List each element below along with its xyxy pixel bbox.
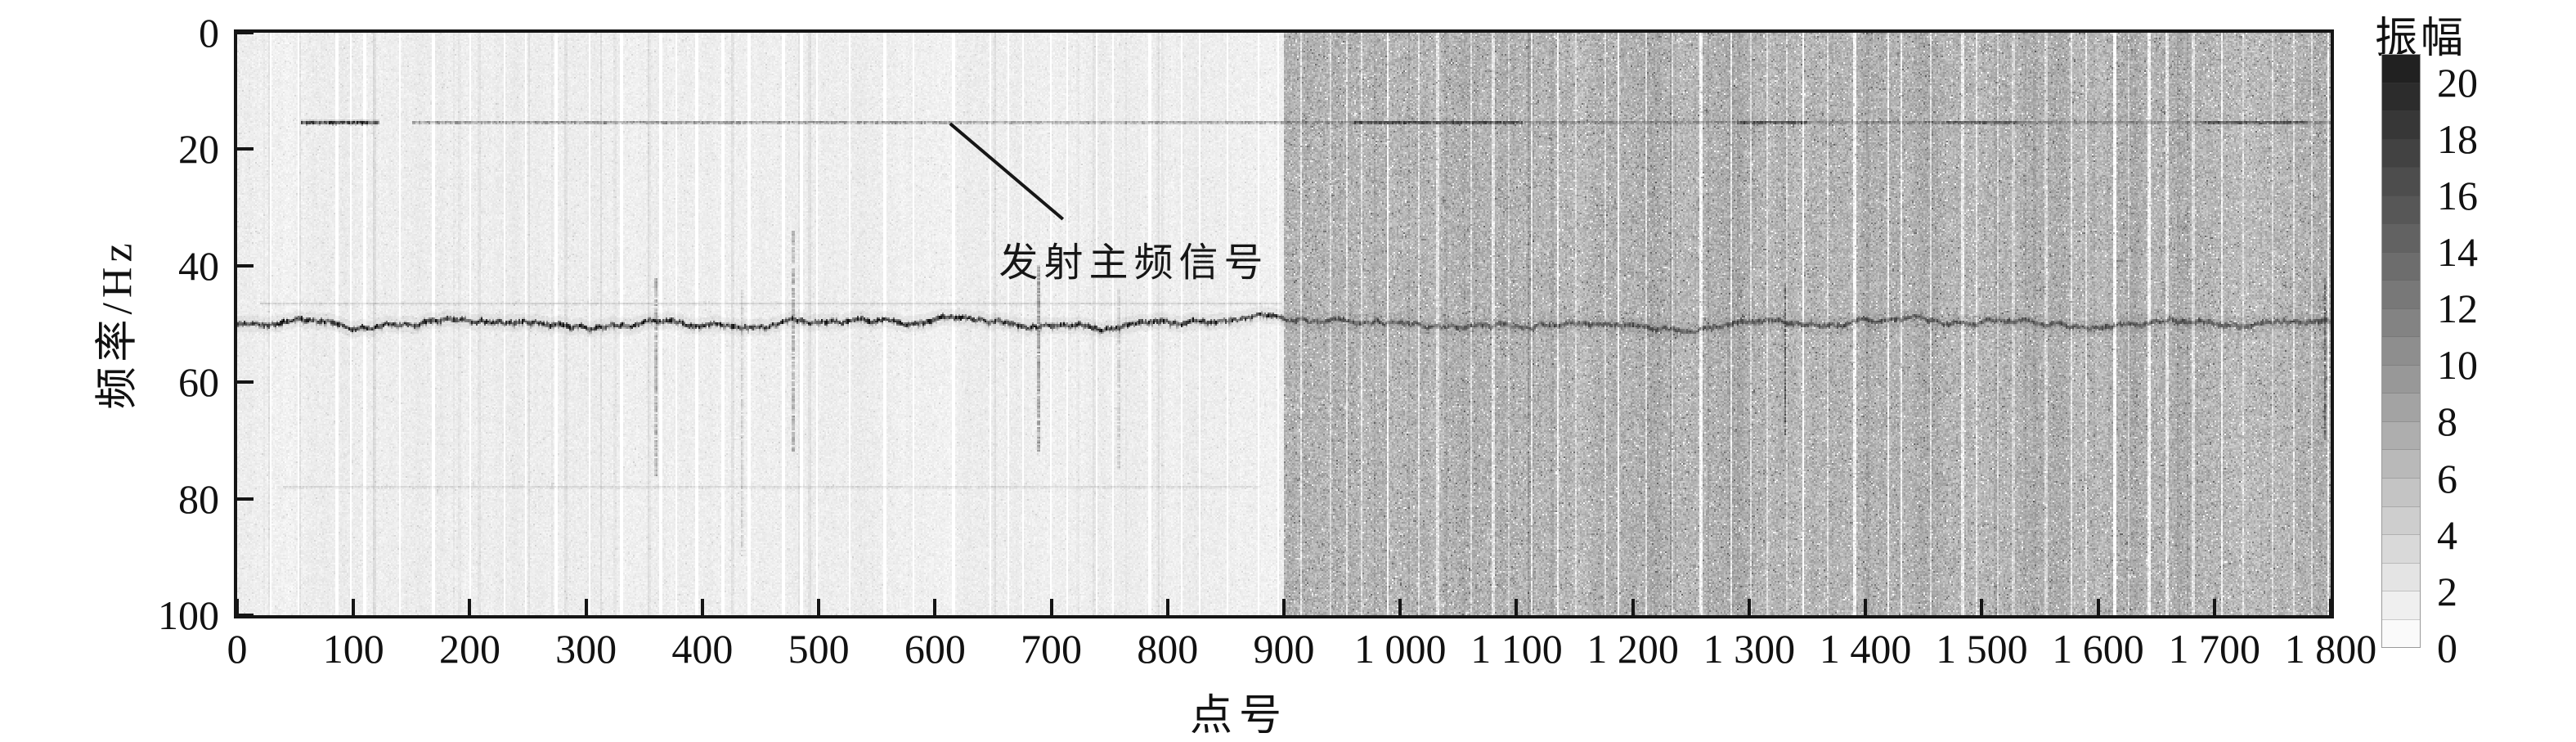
colorbar-tick-label-18: 18 (2437, 115, 2478, 162)
x-tick-label-300: 300 (555, 626, 617, 672)
colorbar-segment (2382, 477, 2420, 506)
colorbar-tick-label-16: 16 (2437, 172, 2478, 218)
x-tick-label-500: 500 (788, 626, 850, 672)
x-tick-mark-300 (584, 599, 588, 615)
x-tick-label-1300: 1 300 (1703, 626, 1796, 672)
x-tick-mark-0 (236, 599, 239, 615)
colorbar-tick-label-14: 14 (2437, 229, 2478, 275)
x-tick-label-0: 0 (227, 626, 248, 672)
x-tick-label-900: 900 (1253, 626, 1315, 672)
annotation-label: 发射主频信号 (999, 241, 1269, 285)
y-tick-mark-0 (237, 31, 254, 34)
y-tick-mark-20 (237, 147, 254, 151)
x-tick-mark-1100 (1515, 599, 1519, 615)
x-tick-mark-700 (1049, 599, 1053, 615)
x-tick-label-100: 100 (322, 626, 384, 672)
colorbar (2381, 54, 2421, 648)
x-tick-label-1600: 1 600 (2052, 626, 2144, 672)
x-tick-mark-1500 (1980, 599, 1984, 615)
colorbar-segment (2382, 82, 2420, 111)
colorbar-segment (2382, 308, 2420, 337)
colorbar-tick-label-2: 2 (2437, 568, 2457, 614)
colorbar-tick-label-4: 4 (2437, 511, 2457, 558)
x-tick-mark-900 (1282, 599, 1286, 615)
colorbar-title: 振幅 (2374, 16, 2466, 62)
x-tick-label-600: 600 (904, 626, 966, 672)
x-axis-title: 点号 (1190, 693, 1289, 740)
colorbar-tick-label-0: 0 (2437, 625, 2457, 671)
colorbar-tick-label-12: 12 (2437, 286, 2478, 332)
x-tick-label-1400: 1 400 (1819, 626, 1912, 672)
x-tick-label-1800: 1 800 (2284, 626, 2377, 672)
y-tick-label-0: 0 (199, 10, 219, 56)
colorbar-segment (2382, 138, 2420, 168)
y-tick-label-60: 60 (178, 359, 219, 406)
colorbar-segment (2382, 55, 2420, 83)
x-tick-mark-1300 (1747, 599, 1751, 615)
y-tick-label-100: 100 (158, 592, 219, 638)
x-tick-mark-100 (352, 599, 356, 615)
colorbar-segment (2382, 393, 2420, 421)
y-tick-mark-100 (237, 614, 254, 617)
x-tick-mark-500 (817, 599, 821, 615)
x-tick-label-700: 700 (1021, 626, 1083, 672)
x-tick-label-200: 200 (438, 626, 500, 672)
x-tick-mark-1400 (1864, 599, 1868, 615)
x-tick-label-1100: 1 100 (1470, 626, 1563, 672)
colorbar-segment (2382, 251, 2420, 281)
colorbar-tick-label-20: 20 (2437, 59, 2478, 106)
colorbar-segment (2382, 449, 2420, 478)
x-tick-label-1000: 1 000 (1353, 626, 1447, 672)
y-tick-label-40: 40 (178, 242, 219, 289)
x-tick-label-400: 400 (671, 626, 734, 672)
x-tick-label-1700: 1 700 (2168, 626, 2261, 672)
y-tick-label-20: 20 (178, 126, 219, 173)
x-tick-mark-1800 (2329, 599, 2332, 615)
colorbar-segment (2382, 336, 2420, 365)
colorbar-segment (2382, 110, 2420, 139)
colorbar-tick-label-6: 6 (2437, 455, 2457, 501)
colorbar-segment (2382, 195, 2420, 224)
x-tick-label-1200: 1 200 (1586, 626, 1679, 672)
x-tick-mark-1000 (1398, 599, 1402, 615)
colorbar-segment (2382, 364, 2420, 393)
x-tick-mark-1600 (2096, 599, 2100, 615)
colorbar-segment (2382, 167, 2420, 196)
x-tick-label-800: 800 (1137, 626, 1199, 672)
y-tick-mark-60 (237, 380, 254, 384)
colorbar-segment (2382, 420, 2420, 450)
colorbar-segment (2382, 591, 2420, 619)
spectrogram-heatmap (237, 33, 2331, 615)
x-tick-label-1500: 1 500 (1936, 626, 2028, 672)
x-tick-mark-200 (468, 599, 472, 615)
colorbar-tick-label-10: 10 (2437, 342, 2478, 389)
colorbar-segment (2382, 618, 2420, 648)
colorbar-segment (2382, 534, 2420, 563)
y-tick-label-80: 80 (178, 475, 219, 522)
x-tick-mark-1700 (2212, 599, 2216, 615)
colorbar-segment (2382, 280, 2420, 308)
colorbar-tick-label-8: 8 (2437, 398, 2457, 445)
x-tick-mark-400 (700, 599, 704, 615)
x-tick-mark-800 (1165, 599, 1169, 615)
y-tick-mark-40 (237, 263, 254, 268)
x-tick-mark-600 (933, 599, 937, 615)
y-tick-mark-80 (237, 497, 254, 501)
colorbar-segment (2382, 562, 2420, 591)
colorbar-segment (2382, 506, 2420, 535)
x-tick-mark-1200 (1631, 599, 1635, 615)
colorbar-segment (2382, 223, 2420, 252)
